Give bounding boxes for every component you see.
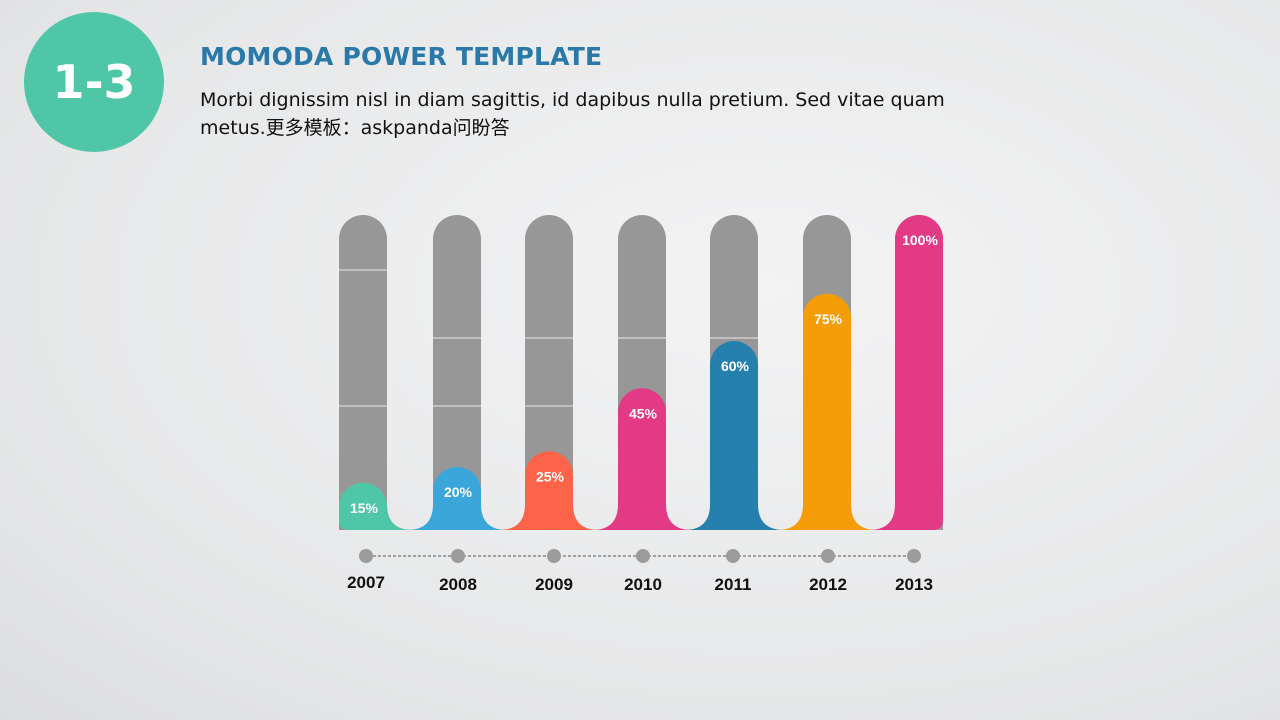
chart-bars <box>339 215 943 530</box>
value-label-2012: 75% <box>814 311 843 327</box>
year-label-2009: 2009 <box>535 575 573 594</box>
section-badge: 1-3 <box>24 12 164 152</box>
year-label-2012: 2012 <box>809 575 847 594</box>
bar-2013 <box>869 215 943 530</box>
year-label-2010: 2010 <box>624 575 662 594</box>
year-label-2011: 2011 <box>715 575 752 594</box>
chart-value-labels: 15% 20% 25% 45% 60% 75% 100% <box>350 232 938 516</box>
value-label-2008: 20% <box>444 484 473 500</box>
timeline-dot-2010 <box>636 549 650 563</box>
timeline-dot-2013 <box>907 549 921 563</box>
value-label-2013: 100% <box>902 232 938 248</box>
value-label-2010: 45% <box>629 405 658 421</box>
bar-2008 <box>407 467 507 530</box>
bar-2009 <box>499 451 599 530</box>
track-2009 <box>525 215 573 530</box>
timeline-dot-2011 <box>726 549 740 563</box>
timeline-dot-2007 <box>359 549 373 563</box>
value-label-2007: 15% <box>350 500 379 516</box>
page-title: MOMODA POWER TEMPLATE <box>200 42 603 71</box>
bar-2012 <box>777 293 877 530</box>
bar-2007 <box>339 482 413 530</box>
chart-timeline: 2007 2008 2009 2010 2011 2012 2013 <box>347 549 933 594</box>
timeline-dot-2012 <box>821 549 835 563</box>
timeline-dot-2009 <box>547 549 561 563</box>
year-label-2013: 2013 <box>895 575 933 594</box>
track-2007 <box>339 215 387 530</box>
track-2008 <box>433 215 481 530</box>
bar-2011 <box>684 341 784 530</box>
value-label-2009: 25% <box>536 468 565 484</box>
page-subtitle: Morbi dignissim nisl in diam sagittis, i… <box>200 89 945 139</box>
year-label-2007: 2007 <box>347 573 385 592</box>
year-label-2008: 2008 <box>439 575 477 594</box>
value-label-2011: 60% <box>721 358 750 374</box>
timeline-dot-2008 <box>451 549 465 563</box>
bar-2010 <box>592 388 692 530</box>
